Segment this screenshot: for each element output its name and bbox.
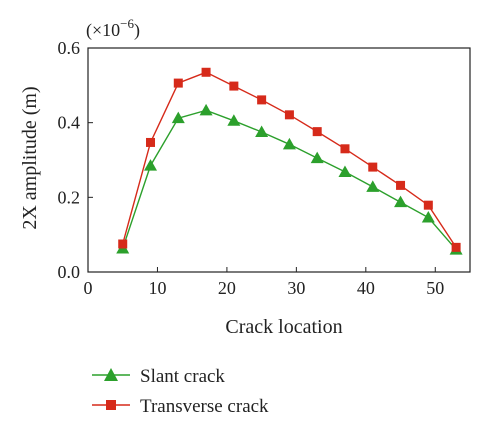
data-point-square — [118, 239, 128, 249]
legend-entry-transverse: Transverse crack — [92, 396, 269, 417]
data-point-square — [312, 127, 322, 137]
multiplier-close: ) — [134, 20, 140, 41]
multiplier-exponent: −6 — [120, 16, 134, 31]
data-point-triangle — [171, 111, 185, 124]
data-point-square — [146, 137, 156, 147]
data-point-triangle — [199, 103, 213, 116]
x-tick-label: 40 — [357, 278, 375, 298]
y-tick-label: 0.4 — [58, 113, 81, 133]
series-transverse-crack — [118, 67, 461, 252]
multiplier-base: (×10 — [86, 20, 120, 41]
y-axis-multiplier: (×10−6) — [86, 16, 140, 41]
series-slant-crack — [116, 103, 463, 255]
data-point-square — [257, 95, 267, 105]
series-line — [122, 71, 457, 248]
data-point-square — [368, 162, 378, 172]
data-point-triangle — [144, 159, 158, 171]
y-tick-label: 0.6 — [58, 38, 81, 58]
data-point-triangle — [421, 210, 435, 223]
series-line — [122, 109, 457, 251]
legend-marker-square — [106, 400, 116, 410]
y-axis: 0.0 0.2 0.4 0.6 — [58, 38, 93, 282]
data-point-triangle — [310, 151, 324, 164]
data-point-square — [229, 81, 239, 91]
x-tick-label: 50 — [426, 278, 444, 298]
data-point-square — [423, 200, 433, 210]
data-point-square — [451, 242, 461, 252]
data-point-square — [201, 67, 211, 77]
y-tick-label: 0.0 — [58, 262, 81, 282]
data-point-square — [284, 110, 294, 120]
data-point-triangle — [227, 114, 241, 126]
data-point-triangle — [255, 125, 269, 137]
series-layer — [116, 67, 463, 255]
legend-label-slant: Slant crack — [140, 366, 225, 387]
data-point-square — [396, 180, 406, 190]
data-point-square — [173, 78, 183, 88]
data-point-square — [340, 144, 350, 154]
data-point-triangle — [282, 137, 296, 150]
y-axis-label: 2X amplitude (m) — [19, 86, 41, 229]
legend-marker-triangle — [104, 368, 118, 381]
legend: Slant crack Transverse crack — [92, 366, 269, 417]
x-axis-label: Crack location — [225, 316, 342, 338]
x-tick-label: 30 — [287, 278, 305, 298]
data-point-triangle — [394, 195, 408, 208]
data-point-triangle — [366, 180, 380, 192]
y-tick-label: 0.2 — [58, 187, 81, 207]
x-tick-label: 20 — [218, 278, 236, 298]
x-tick-label: 0 — [84, 278, 93, 298]
legend-entry-slant: Slant crack — [92, 366, 225, 387]
x-axis: 0 10 20 30 40 50 — [84, 267, 444, 298]
data-point-triangle — [338, 165, 352, 177]
legend-label-transverse: Transverse crack — [140, 396, 269, 417]
plot-frame — [87, 47, 471, 273]
x-tick-label: 10 — [148, 278, 166, 298]
